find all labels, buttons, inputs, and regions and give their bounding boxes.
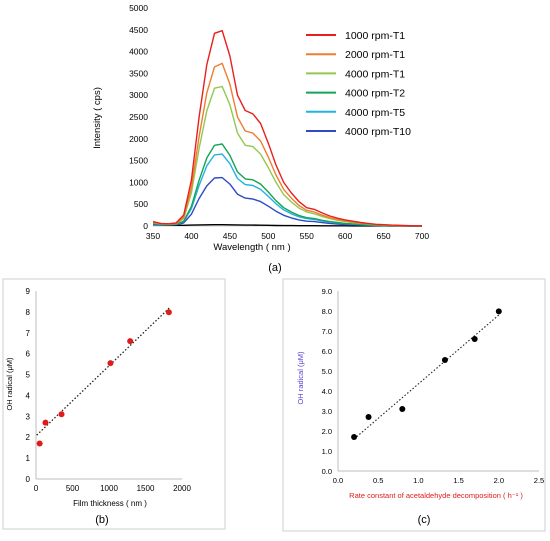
chart-c-ytick-label: 6.0 [322, 347, 332, 356]
chart-c-axes: 0.0 1.0 2.0 3.0 4.0 5.0 6.0 7.0 8.0 9.0 0.0 0.5 1.0 1… [322, 287, 545, 485]
chart-a-ytick-label: 0 [143, 221, 148, 231]
chart-a-xtick-label: 500 [261, 231, 275, 241]
chart-b-point [165, 309, 172, 316]
chart-c-xtick-label: 1.0 [413, 476, 423, 485]
chart-c-xtick-label: 1.5 [453, 476, 463, 485]
chart-b-ytick-label: 9 [26, 287, 31, 296]
chart-a-ytick-label: 2500 [129, 112, 148, 122]
panel-label-c: (c) [418, 514, 431, 526]
chart-a-series-line-0 [152, 30, 422, 227]
chart-b-frame [2, 278, 226, 530]
chart-c-ytick-label: 0.0 [322, 467, 332, 476]
chart-b-xtick-label: 2000 [173, 484, 191, 493]
chart-b-ytick-label: 3 [26, 412, 31, 421]
chart-a-legend: 1000 rpm-T1 2000 rpm-T1 4000 rpm-T1 4000 rp… [306, 30, 411, 138]
chart-a-legend-label: 4000 rpm-T2 [345, 88, 405, 100]
chart-c-ytick-label: 2.0 [322, 427, 332, 436]
chart-b-ytick-label: 2 [26, 433, 31, 442]
chart-a-legend-label: 4000 rpm-T1 [345, 68, 405, 80]
chart-b-axes: 0 1 2 3 4 5 6 7 8 9 0 500 1000 1500 2000 [26, 287, 192, 493]
chart-c: 0.0 1.0 2.0 3.0 4.0 5.0 6.0 7.0 8.0 9.0 0.0 0.5 1.0 1… [282, 278, 546, 532]
chart-b: 0 1 2 3 4 5 6 7 8 9 0 500 1000 1500 2000 Film thicknes… [2, 278, 226, 530]
chart-c-xtick-label: 0.0 [333, 476, 343, 485]
chart-a-xtick-label: 700 [415, 231, 429, 241]
chart-a-xlabel: Wavelength ( nm ) [213, 242, 290, 253]
chart-c-ylabel: OH radical (μM) [296, 351, 305, 405]
chart-b-ytick-label: 4 [26, 391, 31, 400]
chart-a-ytick-label: 1500 [129, 156, 148, 166]
chart-a-ytick-label: 1000 [129, 177, 148, 187]
chart-c-point [495, 308, 502, 315]
chart-a-ylabel: Intensity ( cps) [92, 87, 103, 149]
chart-b-point [107, 360, 114, 367]
chart-b-ytick-label: 8 [26, 308, 31, 317]
chart-b-xtick-label: 0 [34, 484, 39, 493]
chart-a: 0 500 1000 1500 2000 2500 3000 3500 4000 4500 5000… [92, 3, 429, 274]
chart-c-xtick-label: 2.0 [494, 476, 504, 485]
chart-a-series [152, 30, 423, 227]
chart-c-ytick-label: 7.0 [322, 327, 332, 336]
chart-a-ytick-label: 2000 [129, 134, 148, 144]
chart-c-frame [282, 278, 546, 532]
chart-c-xlabel: Rate constant of acetaldehyde decomposit… [349, 491, 523, 500]
chart-a-axes: 0 500 1000 1500 2000 2500 3000 3500 4000 4500 5000… [129, 3, 429, 241]
chart-a-xtick-label: 350 [146, 231, 160, 241]
chart-c-point [399, 406, 406, 412]
chart-c-ytick-label: 3.0 [322, 407, 332, 416]
chart-a-ytick-label: 5000 [129, 3, 148, 13]
chart-c-point [471, 336, 478, 342]
chart-b-ytick-label: 0 [26, 475, 31, 484]
chart-b-point [42, 419, 49, 426]
chart-a-ytick-label: 3000 [129, 90, 148, 100]
chart-b-ytick-label: 1 [26, 454, 31, 463]
chart-a-legend-label: 4000 rpm-T10 [345, 126, 411, 138]
chart-b-ytick-label: 7 [26, 329, 31, 338]
chart-c-point [441, 357, 448, 363]
chart-a-ytick-label: 500 [134, 199, 148, 209]
chart-c-ytick-label: 4.0 [322, 387, 332, 396]
chart-b-point [36, 440, 43, 447]
chart-c-ytick-label: 1.0 [322, 447, 332, 456]
chart-c-trendline [353, 314, 500, 440]
chart-c-point [351, 434, 358, 440]
chart-b-ytick-label: 5 [26, 371, 31, 380]
chart-a-legend-label: 2000 rpm-T1 [345, 49, 405, 61]
chart-a-legend-label: 4000 rpm-T5 [345, 107, 405, 119]
chart-b-ylabel: OH radical (μM) [5, 357, 14, 411]
panel-label-b: (b) [95, 514, 108, 526]
chart-c-ytick-label: 5.0 [322, 367, 332, 376]
chart-c-xtick-label: 0.5 [373, 476, 383, 485]
chart-a-ytick-label: 4000 [129, 47, 148, 57]
chart-a-ytick-label: 4500 [129, 25, 148, 35]
chart-c-ytick-label: 9.0 [322, 287, 332, 296]
chart-b-xlabel: Film thickness ( nm ) [73, 499, 147, 508]
chart-a-xtick-label: 600 [338, 231, 352, 241]
chart-b-xtick-label: 500 [66, 484, 80, 493]
chart-a-xtick-label: 450 [223, 231, 237, 241]
chart-c-point [365, 414, 372, 420]
chart-c-ytick-label: 8.0 [322, 307, 332, 316]
chart-a-xtick-label: 400 [184, 231, 198, 241]
chart-b-trendline [36, 307, 171, 436]
chart-a-ytick-label: 3500 [129, 68, 148, 78]
chart-a-xtick-label: 550 [300, 231, 314, 241]
chart-b-marks [36, 307, 172, 447]
chart-b-point [127, 338, 134, 345]
panel-label-a: (a) [268, 262, 281, 274]
chart-b-xtick-label: 1500 [137, 484, 155, 493]
chart-c-marks [351, 308, 502, 440]
chart-c-xtick-label: 2.5 [534, 476, 544, 485]
chart-a-legend-label: 1000 rpm-T1 [345, 30, 405, 42]
chart-a-xtick-label: 650 [376, 231, 390, 241]
chart-b-point [58, 411, 65, 418]
chart-b-xtick-label: 1000 [100, 484, 118, 493]
chart-b-ytick-label: 6 [26, 350, 31, 359]
